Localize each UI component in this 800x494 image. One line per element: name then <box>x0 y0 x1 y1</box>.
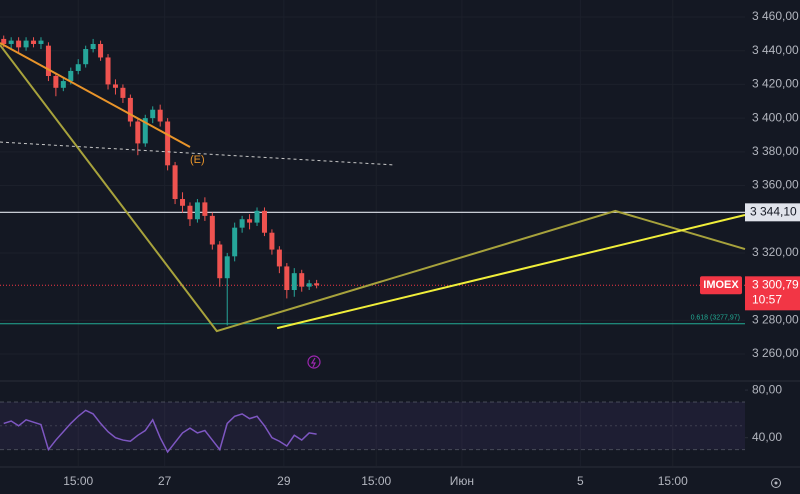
y-tick-label: 3 460,00 <box>752 9 799 23</box>
symbol-label: IMOEX <box>703 279 739 291</box>
candle-body <box>194 202 200 220</box>
candle-body <box>120 87 126 98</box>
y-tick-label: 3 320,00 <box>752 245 799 259</box>
candle-body <box>60 81 66 88</box>
x-tick-label: 15:00 <box>361 474 391 488</box>
candle-body <box>224 256 230 279</box>
y-tick-label: 3 360,00 <box>752 178 799 192</box>
candle-body <box>261 210 267 233</box>
candle-body <box>142 118 148 144</box>
candle-body <box>254 210 260 223</box>
time-label: 10:57 <box>752 292 782 306</box>
candle-body <box>165 121 171 166</box>
axes: 15:00 27 29 15:00 Июн 5 15:00 3 460,00 3 440,00 3… <box>63 9 800 488</box>
rsi-tick-label: 40,00 <box>752 430 782 444</box>
y-tick-label: 3 440,00 <box>752 43 799 57</box>
candle-body <box>16 40 22 48</box>
candle-body <box>284 266 290 291</box>
candle-body <box>232 227 238 257</box>
y-tick-label: 3 280,00 <box>752 313 799 327</box>
rsi-line <box>3 409 317 454</box>
candle-body <box>31 40 37 44</box>
candle-body <box>75 64 81 71</box>
grid <box>0 401 745 451</box>
candle-body <box>187 205 193 220</box>
candle-body <box>299 273 305 287</box>
candle-body <box>150 109 156 119</box>
candle-body <box>217 244 223 279</box>
gear <box>771 478 781 488</box>
candle-body <box>291 273 297 291</box>
candle-body <box>8 40 14 44</box>
trend-line <box>0 42 191 148</box>
price-label-box <box>745 203 800 222</box>
settings-icon[interactable] <box>771 478 781 488</box>
candle-body <box>157 109 163 122</box>
x-tick-label: 15:00 <box>658 474 688 488</box>
candle-body <box>202 202 208 216</box>
symbol-label-box <box>700 276 742 295</box>
rsi-band <box>0 401 745 450</box>
trend-line <box>276 214 746 330</box>
candle-body <box>112 84 118 88</box>
x-tick-label: 5 <box>577 474 584 488</box>
alert-icon[interactable] <box>307 355 321 369</box>
candle-body <box>105 57 111 85</box>
candle-body <box>180 199 186 206</box>
x-tick-label: Июн <box>450 474 474 488</box>
candle-body <box>23 40 29 48</box>
x-tick-label: 15:00 <box>63 474 93 488</box>
price-label: 3 300,79 <box>752 277 799 291</box>
candle-body <box>276 249 282 267</box>
candle-body <box>53 76 59 88</box>
candle-body <box>239 219 245 228</box>
x-tick-label: 27 <box>158 474 172 488</box>
trend-line <box>0 44 746 333</box>
gear-center <box>774 481 778 485</box>
candle-body <box>45 45 51 76</box>
plot: (E) <box>0 35 746 454</box>
candle-body <box>90 43 96 50</box>
annotation: (E) <box>190 154 205 166</box>
candle-body <box>306 283 312 287</box>
candle-body <box>269 232 275 250</box>
y-tick-label: 3 420,00 <box>752 77 799 91</box>
candle-body <box>98 43 104 58</box>
candle-body <box>172 165 178 200</box>
alert-circle <box>307 355 321 369</box>
candle-body <box>83 49 89 65</box>
candle-body <box>127 97 133 122</box>
fib-label: 0.618 (3277,97) <box>691 315 740 322</box>
x-tick-label: 29 <box>277 474 291 488</box>
candle-body <box>135 121 141 144</box>
rsi-tick-label: 80,00 <box>752 382 782 396</box>
y-tick-label: 3 260,00 <box>752 346 799 360</box>
alert-bolt <box>310 357 316 368</box>
price-label: 3 344,10 <box>750 205 797 219</box>
candle-body <box>247 219 253 223</box>
price-label-box <box>745 276 800 311</box>
candle-body <box>209 215 215 245</box>
y-tick-label: 3 380,00 <box>752 144 799 158</box>
candle-body <box>38 40 44 44</box>
candle-body <box>314 283 320 286</box>
y-tick-label: 3 400,00 <box>752 110 799 124</box>
candle-body <box>1 38 7 44</box>
candle-body <box>68 70 74 82</box>
